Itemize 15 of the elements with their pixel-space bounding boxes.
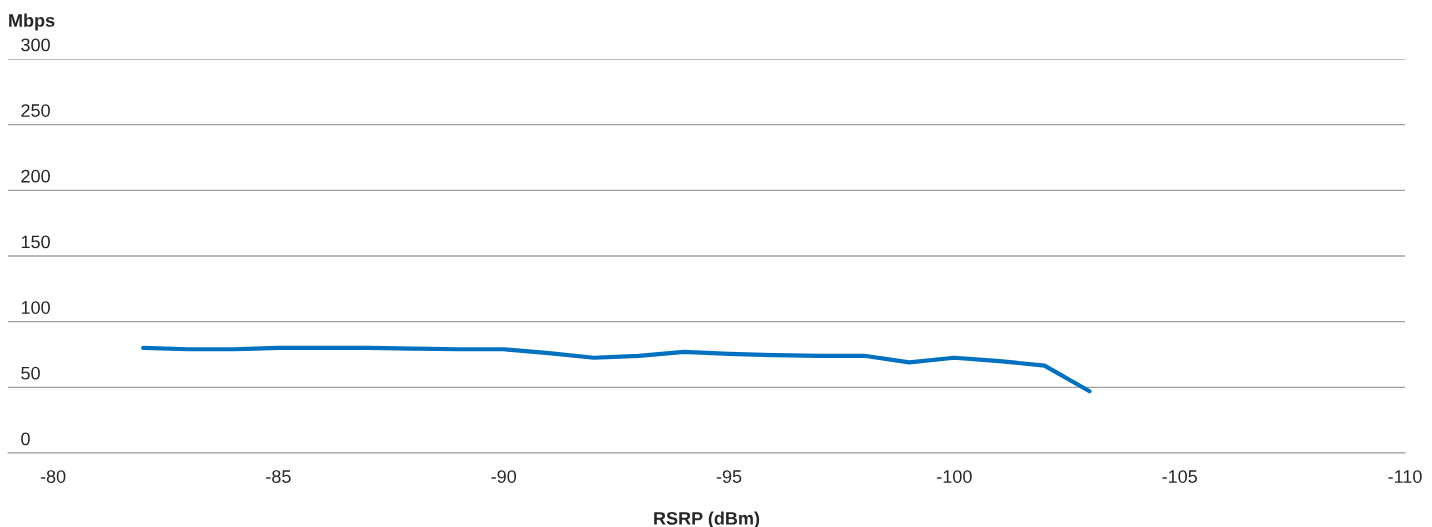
- y-tick-label: 200: [21, 169, 50, 183]
- x-tick-label: -85: [266, 470, 291, 483]
- x-tick-label: -100: [937, 470, 972, 483]
- y-tick-label: 50: [21, 366, 40, 380]
- y-tick-label: 150: [21, 235, 50, 249]
- x-tick-label: -80: [40, 470, 66, 483]
- x-tick-label: -105: [1162, 470, 1197, 483]
- y-tick-label: 250: [21, 104, 50, 117]
- x-tick-label: -95: [716, 470, 742, 483]
- y-tick-label: 0: [21, 432, 30, 446]
- y-tick-label: 300: [21, 38, 50, 52]
- y-axis-title: Mbps: [9, 13, 55, 31]
- y-tick-label: 100: [21, 301, 50, 314]
- x-tick-label: -90: [491, 470, 517, 483]
- x-tick-label: -110: [1388, 470, 1422, 483]
